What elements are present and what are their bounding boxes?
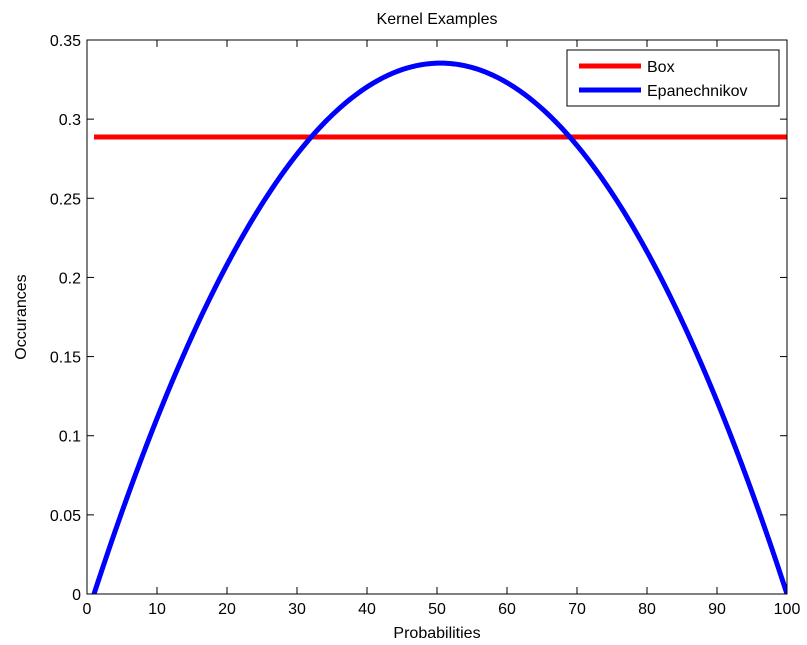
x-tick-label: 70 xyxy=(568,601,586,618)
x-tick-label: 90 xyxy=(708,601,726,618)
x-tick-label: 0 xyxy=(83,601,92,618)
x-axis-title: Probabilities xyxy=(393,625,480,642)
y-tick-label: 0.35 xyxy=(50,33,81,50)
legend: Box Epanechnikov xyxy=(566,49,780,107)
x-tick-label: 80 xyxy=(638,601,656,618)
x-tick-label: 30 xyxy=(288,601,306,618)
x-tick-label: 10 xyxy=(148,601,166,618)
x-tick-label: 100 xyxy=(774,601,801,618)
legend-box xyxy=(566,49,780,107)
y-axis-title: Occurances xyxy=(13,274,30,359)
x-tick-label: 60 xyxy=(498,601,516,618)
plot-area xyxy=(91,60,787,594)
legend-label-epanechnikov: Epanechnikov xyxy=(647,83,748,100)
y-tick-label: 0.25 xyxy=(50,191,81,208)
y-tick-label: 0.15 xyxy=(50,350,81,367)
x-tick-label: 50 xyxy=(428,601,446,618)
y-tick-label: 0.1 xyxy=(59,429,81,446)
legend-label-box: Box xyxy=(647,59,675,76)
y-tick-label: 0.2 xyxy=(59,270,81,287)
x-tick-label: 40 xyxy=(358,601,376,618)
axis-ticks: 0 10 20 30 40 50 60 70 80 90 100 0 0.05 0.1 0.15 0.2 0.2… xyxy=(50,33,801,618)
y-tick-label: 0.05 xyxy=(50,508,81,525)
x-tick-label: 20 xyxy=(218,601,236,618)
y-tick-label: 0.3 xyxy=(59,112,81,129)
y-tick-label: 0 xyxy=(72,587,81,604)
chart-title: Kernel Examples xyxy=(377,11,498,28)
series-line-epanechnikov xyxy=(91,60,787,594)
